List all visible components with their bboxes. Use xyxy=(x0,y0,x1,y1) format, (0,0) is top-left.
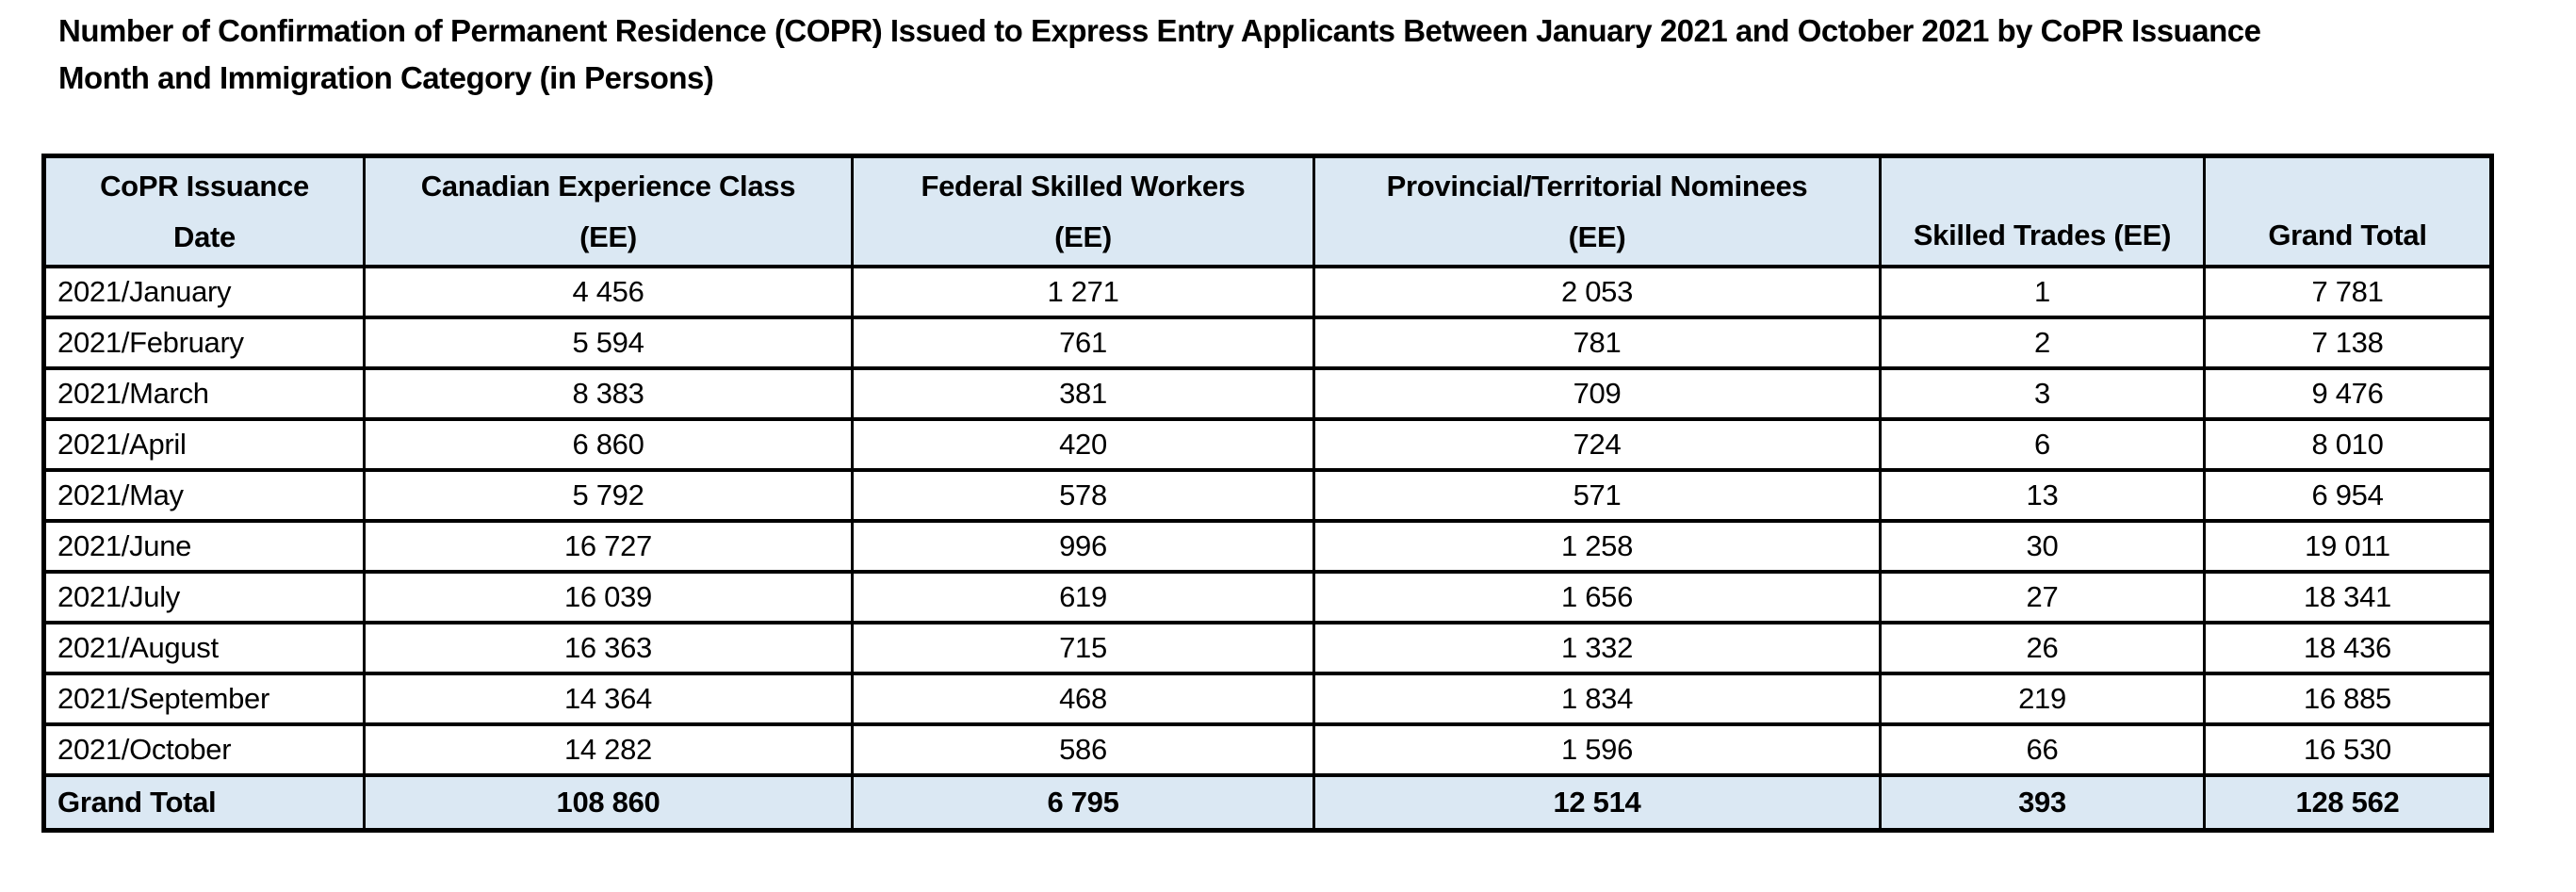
cell-grand-total: 19 011 xyxy=(2203,519,2493,574)
column-header-copr-issuance-date: CoPR Issuance Date xyxy=(42,154,366,268)
cell-cec: 16 727 xyxy=(363,519,854,574)
cell-ptn: 2 053 xyxy=(1312,265,1882,319)
cell-ptn: 1 596 xyxy=(1312,722,1882,777)
cell-month: 2021/February xyxy=(42,316,366,370)
cell-skilled-trades: 1 xyxy=(1879,265,2206,319)
cell-skilled-trades: 219 xyxy=(1879,672,2206,726)
cell-grand-total: 16 885 xyxy=(2203,672,2493,726)
cell-month: 2021/July xyxy=(42,570,366,624)
column-header-canadian-experience-class: Canadian Experience Class (EE) xyxy=(363,154,854,268)
cell-skilled-trades: 6 xyxy=(1879,417,2206,472)
table-body: 2021/January 4 456 1 271 2 053 1 7 781 2… xyxy=(42,265,2493,833)
cell-total-grand-total: 128 562 xyxy=(2203,773,2493,833)
cell-fsw: 578 xyxy=(851,468,1315,523)
cell-fsw: 761 xyxy=(851,316,1315,370)
cell-fsw: 586 xyxy=(851,722,1315,777)
cell-fsw: 619 xyxy=(851,570,1315,624)
cell-fsw: 420 xyxy=(851,417,1315,472)
table-row: 2021/August 16 363 715 1 332 26 18 436 xyxy=(42,621,2493,675)
table-row: 2021/February 5 594 761 781 2 7 138 xyxy=(42,316,2493,370)
cell-cec: 16 363 xyxy=(363,621,854,675)
cell-cec: 8 383 xyxy=(363,366,854,421)
cell-month: 2021/April xyxy=(42,417,366,472)
table-row: 2021/June 16 727 996 1 258 30 19 011 xyxy=(42,519,2493,574)
cell-ptn: 1 656 xyxy=(1312,570,1882,624)
cell-month: 2021/August xyxy=(42,621,366,675)
cell-total-cec: 108 860 xyxy=(363,773,854,833)
cell-grand-total: 7 138 xyxy=(2203,316,2493,370)
table-row: 2021/January 4 456 1 271 2 053 1 7 781 xyxy=(42,265,2493,319)
page-title: Number of Confirmation of Permanent Resi… xyxy=(58,13,2261,95)
cell-fsw: 468 xyxy=(851,672,1315,726)
copr-table-container: CoPR Issuance Date Canadian Experience C… xyxy=(41,154,2494,833)
cell-skilled-trades: 66 xyxy=(1879,722,2206,777)
cell-fsw: 381 xyxy=(851,366,1315,421)
cell-total-skilled-trades: 393 xyxy=(1879,773,2206,833)
cell-cec: 6 860 xyxy=(363,417,854,472)
cell-cec: 5 792 xyxy=(363,468,854,523)
cell-ptn: 781 xyxy=(1312,316,1882,370)
cell-ptn: 1 258 xyxy=(1312,519,1882,574)
table-row: 2021/March 8 383 381 709 3 9 476 xyxy=(42,366,2493,421)
cell-cec: 16 039 xyxy=(363,570,854,624)
cell-skilled-trades: 26 xyxy=(1879,621,2206,675)
cell-month: 2021/September xyxy=(42,672,366,726)
cell-cec: 14 282 xyxy=(363,722,854,777)
grand-total-row: Grand Total 108 860 6 795 12 514 393 128… xyxy=(42,773,2493,833)
header-row: CoPR Issuance Date Canadian Experience C… xyxy=(42,154,2493,268)
cell-month: 2021/June xyxy=(42,519,366,574)
cell-ptn: 571 xyxy=(1312,468,1882,523)
column-header-skilled-trades: Skilled Trades (EE) xyxy=(1879,154,2206,268)
cell-skilled-trades: 3 xyxy=(1879,366,2206,421)
column-header-federal-skilled-workers: Federal Skilled Workers (EE) xyxy=(851,154,1315,268)
table-row: 2021/July 16 039 619 1 656 27 18 341 xyxy=(42,570,2493,624)
cell-skilled-trades: 2 xyxy=(1879,316,2206,370)
table-row: 2021/April 6 860 420 724 6 8 010 xyxy=(42,417,2493,472)
cell-ptn: 724 xyxy=(1312,417,1882,472)
cell-total-fsw: 6 795 xyxy=(851,773,1315,833)
cell-cec: 4 456 xyxy=(363,265,854,319)
column-header-grand-total: Grand Total xyxy=(2203,154,2493,268)
table-row: 2021/May 5 792 578 571 13 6 954 xyxy=(42,468,2493,523)
cell-fsw: 715 xyxy=(851,621,1315,675)
table-row: 2021/October 14 282 586 1 596 66 16 530 xyxy=(42,722,2493,777)
cell-cec: 14 364 xyxy=(363,672,854,726)
cell-grand-total: 6 954 xyxy=(2203,468,2493,523)
cell-grand-total: 8 010 xyxy=(2203,417,2493,472)
cell-total-ptn: 12 514 xyxy=(1312,773,1882,833)
column-header-provincial-territorial-nominees: Provincial/Territorial Nominees (EE) xyxy=(1312,154,1882,268)
cell-grand-total-label: Grand Total xyxy=(42,773,366,833)
copr-table: CoPR Issuance Date Canadian Experience C… xyxy=(41,154,2494,833)
cell-grand-total: 18 341 xyxy=(2203,570,2493,624)
cell-cec: 5 594 xyxy=(363,316,854,370)
cell-month: 2021/March xyxy=(42,366,366,421)
cell-grand-total: 7 781 xyxy=(2203,265,2493,319)
cell-ptn: 709 xyxy=(1312,366,1882,421)
cell-skilled-trades: 30 xyxy=(1879,519,2206,574)
table-header: CoPR Issuance Date Canadian Experience C… xyxy=(42,154,2493,268)
cell-grand-total: 9 476 xyxy=(2203,366,2493,421)
cell-ptn: 1 332 xyxy=(1312,621,1882,675)
cell-skilled-trades: 27 xyxy=(1879,570,2206,624)
cell-month: 2021/October xyxy=(42,722,366,777)
cell-month: 2021/May xyxy=(42,468,366,523)
cell-fsw: 1 271 xyxy=(851,265,1315,319)
cell-grand-total: 18 436 xyxy=(2203,621,2493,675)
table-row: 2021/September 14 364 468 1 834 219 16 8… xyxy=(42,672,2493,726)
cell-ptn: 1 834 xyxy=(1312,672,1882,726)
cell-month: 2021/January xyxy=(42,265,366,319)
cell-fsw: 996 xyxy=(851,519,1315,574)
cell-skilled-trades: 13 xyxy=(1879,468,2206,523)
cell-grand-total: 16 530 xyxy=(2203,722,2493,777)
